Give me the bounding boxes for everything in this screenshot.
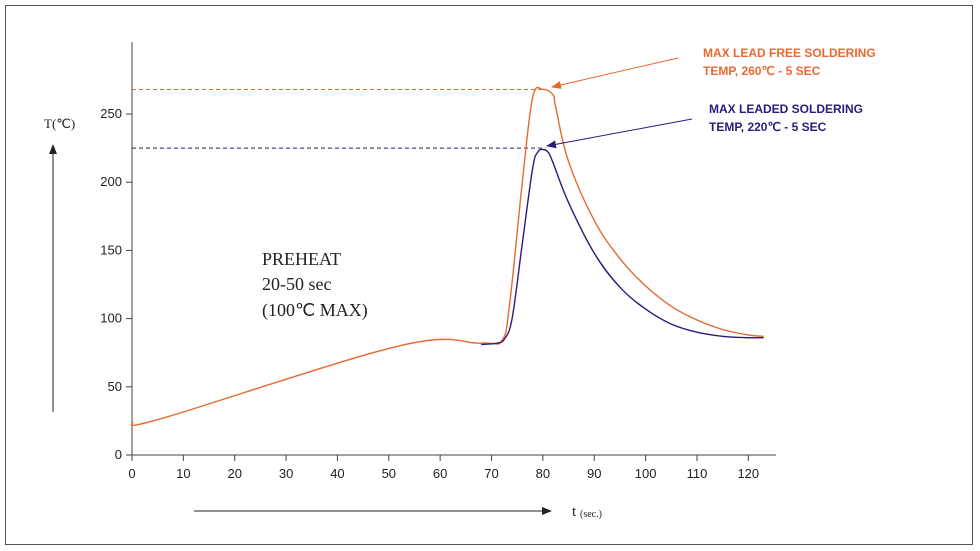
x-tick-label: 10 (176, 466, 190, 481)
x-axis-unit: (sec.) (580, 509, 602, 520)
x-tick-label: 110 (687, 466, 708, 481)
x-tick-label: 60 (433, 466, 447, 481)
x-tick-label: 100 (635, 466, 657, 481)
y-tick-label: 250 (100, 106, 122, 121)
y-tick-label: 200 (100, 174, 122, 189)
x-tick-label: 20 (227, 466, 241, 481)
x-tick-label: 90 (587, 466, 601, 481)
lead-free-pointer-arrow (551, 57, 679, 89)
x-tick-label: 40 (330, 466, 344, 481)
lead-free-annotation-line2: TEMP, 260℃ - 5 SEC (703, 64, 821, 78)
preheat-duration: 20-50 sec (262, 274, 331, 294)
y-tick-label: 150 (100, 242, 122, 257)
y-tick-label: 0 (115, 447, 122, 462)
leaded-series-line (481, 148, 764, 346)
x-tick-label: 30 (279, 466, 293, 481)
leaded-pointer-arrow (546, 118, 693, 149)
y-tick-label: 100 (100, 311, 122, 326)
preheat-title: PREHEAT (262, 249, 341, 269)
y-tick-label: 50 (108, 379, 122, 394)
preheat-max-temp: (100℃ MAX) (262, 300, 368, 321)
leaded-annotation-line1: MAX LEADED SOLDERING (709, 102, 863, 116)
x-tick-label: 70 (484, 466, 498, 481)
x-tick-label: 0 (128, 466, 135, 481)
x-axis-label: t (572, 504, 577, 520)
x-tick-label: 50 (382, 466, 396, 481)
lead-free-series-line (130, 86, 764, 426)
x-tick-label: 120 (737, 466, 759, 481)
leaded-annotation-line2: TEMP, 220℃ - 5 SEC (709, 120, 827, 134)
x-tick-label: 80 (536, 466, 550, 481)
y-axis-label: T(℃) (44, 116, 75, 131)
lead-free-annotation-line1: MAX LEAD FREE SOLDERING (703, 46, 876, 60)
